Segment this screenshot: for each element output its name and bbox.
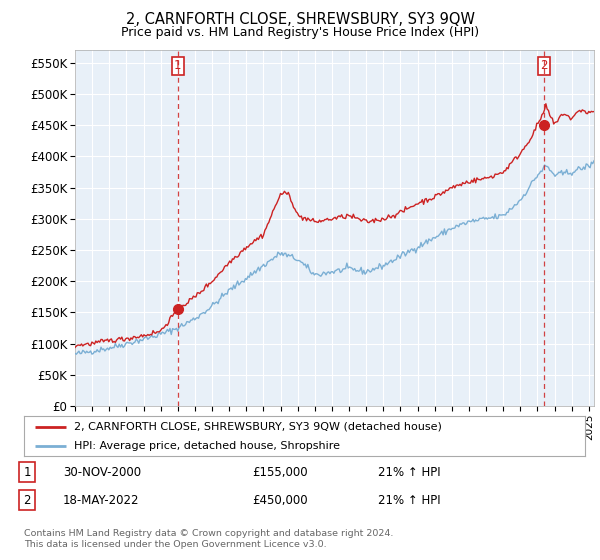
Text: 18-MAY-2022: 18-MAY-2022 bbox=[63, 493, 139, 507]
Text: £155,000: £155,000 bbox=[252, 465, 308, 479]
Text: 30-NOV-2000: 30-NOV-2000 bbox=[63, 465, 141, 479]
Text: HPI: Average price, detached house, Shropshire: HPI: Average price, detached house, Shro… bbox=[74, 441, 340, 450]
Text: Price paid vs. HM Land Registry's House Price Index (HPI): Price paid vs. HM Land Registry's House … bbox=[121, 26, 479, 39]
Text: 2: 2 bbox=[23, 493, 31, 507]
Text: £450,000: £450,000 bbox=[252, 493, 308, 507]
Text: 21% ↑ HPI: 21% ↑ HPI bbox=[378, 493, 440, 507]
Text: 2, CARNFORTH CLOSE, SHREWSBURY, SY3 9QW (detached house): 2, CARNFORTH CLOSE, SHREWSBURY, SY3 9QW … bbox=[74, 422, 442, 432]
Text: 2: 2 bbox=[540, 59, 548, 72]
Text: 1: 1 bbox=[174, 59, 182, 72]
Text: Contains HM Land Registry data © Crown copyright and database right 2024.
This d: Contains HM Land Registry data © Crown c… bbox=[24, 529, 394, 549]
Text: 21% ↑ HPI: 21% ↑ HPI bbox=[378, 465, 440, 479]
Text: 1: 1 bbox=[23, 465, 31, 479]
Text: 2, CARNFORTH CLOSE, SHREWSBURY, SY3 9QW: 2, CARNFORTH CLOSE, SHREWSBURY, SY3 9QW bbox=[125, 12, 475, 27]
